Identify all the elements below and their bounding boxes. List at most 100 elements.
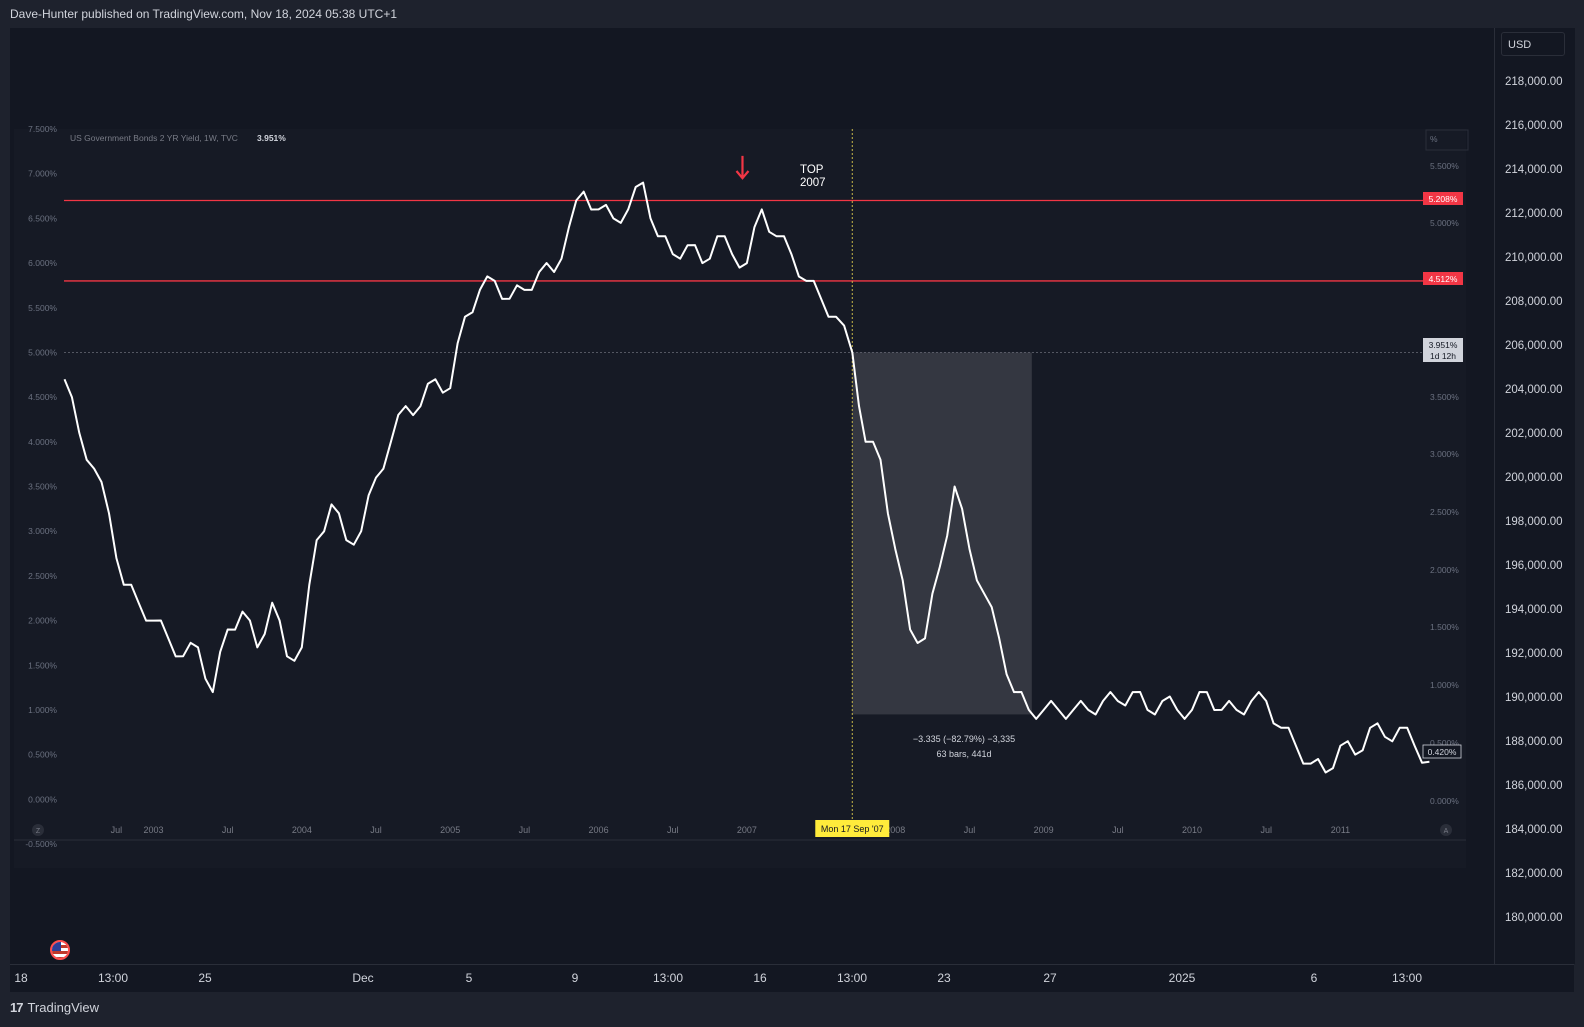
x-tick-label: Jul: [1260, 825, 1272, 835]
price-axis-label: 208,000.00: [1505, 296, 1563, 308]
left-axis-tick: 4.000%: [28, 437, 57, 447]
x-tick-label: Jul: [222, 825, 234, 835]
tradingview-footer[interactable]: 17 TradingView: [10, 997, 99, 1017]
left-axis-tick: 3.500%: [28, 482, 57, 492]
embedded-yield-chart[interactable]: 7.500% 7.000% 6.500% 6.000% 5.500% 5.000% 4.50…: [10, 28, 1494, 964]
left-axis-tick: 6.000%: [28, 258, 57, 268]
x-tick-label: Jul: [667, 825, 679, 835]
price-axis-label: 206,000.00: [1505, 340, 1563, 352]
x-tick-label: 2005: [440, 825, 460, 835]
x-tick-label: Jul: [964, 825, 976, 835]
crosshair-date-badge: [815, 820, 890, 837]
price-axis-label: 212,000.00: [1505, 208, 1563, 220]
last-value-text: 0.420%: [1428, 747, 1457, 757]
left-scale-badge: [32, 824, 44, 836]
x-tick-label: 2008: [885, 825, 905, 835]
chart-legend: US Government Bonds 2 YR Yield, 1W, TVC: [70, 133, 238, 143]
right-axis-tick: 3.000%: [1430, 449, 1459, 459]
currency-selector[interactable]: USD: [1501, 32, 1565, 56]
price-axis-label: 180,000.00: [1505, 912, 1563, 924]
x-tick-label: Jul: [370, 825, 382, 835]
time-axis-label: 13:00: [1391, 971, 1423, 985]
hline-badge-text: 5.208%: [1429, 194, 1458, 204]
left-axis-tick: 5.000%: [28, 347, 57, 357]
price-axis-label: 202,000.00: [1505, 428, 1563, 440]
price-axis-label: 198,000.00: [1505, 516, 1563, 528]
right-axis-tick: 0.500%: [1430, 738, 1459, 748]
unit-box: [1425, 129, 1469, 151]
current-countdown-text: 1d 12h: [1430, 351, 1456, 361]
right-axis-tick: 1.000%: [1430, 680, 1459, 690]
time-axis[interactable]: 18 13:00 25 Dec 5 9 13:00 16 13:00 23 27 2025 6 13:00: [10, 964, 1574, 992]
price-axis-label: 210,000.00: [1505, 252, 1563, 264]
left-axis-tick: 6.500%: [28, 213, 57, 223]
current-value-text: 3.951%: [1429, 340, 1458, 350]
time-axis-label: 18: [14, 971, 28, 985]
time-axis-label: 13:00: [652, 971, 684, 985]
price-axis-label: 204,000.00: [1505, 384, 1563, 396]
left-axis-tick: 1.000%: [28, 705, 57, 715]
left-axis-tick: 0.000%: [28, 794, 57, 804]
us-flag-icon[interactable]: [50, 940, 70, 960]
time-axis-label: 16: [753, 971, 767, 985]
x-tick-label: 2010: [1182, 825, 1202, 835]
time-axis-label: 25: [198, 971, 212, 985]
price-axis[interactable]: USD 218,000.00 216,000.00 214,000.00 212,00…: [1494, 28, 1575, 964]
right-axis-tick: 2.500%: [1430, 507, 1459, 517]
price-axis-label: 188,000.00: [1505, 736, 1563, 748]
measure-box: [852, 352, 1032, 715]
measure-label: −3.335 (−82.79%) −3,335: [913, 734, 1015, 744]
price-axis-label: 192,000.00: [1505, 648, 1563, 660]
price-axis-label: 196,000.00: [1505, 560, 1563, 572]
left-axis-tick: 3.000%: [28, 526, 57, 536]
right-axis-tick: 5.500%: [1430, 161, 1459, 171]
right-scale-badge: [1440, 824, 1452, 836]
x-tick-label: 2007: [737, 825, 757, 835]
current-value-badge: [1423, 338, 1463, 362]
price-axis-label: 216,000.00: [1505, 120, 1563, 132]
right-axis-tick: 3.500%: [1430, 392, 1459, 402]
hline-badge: [1423, 272, 1463, 285]
top-annotation-text: TOP: [800, 164, 824, 176]
tradingview-logo-icon: 17: [10, 999, 24, 1015]
right-axis-tick: %: [1430, 134, 1438, 144]
down-arrow-icon: [735, 155, 750, 180]
right-scale-badge-text: A: [1444, 828, 1449, 835]
x-tick-label: 2003: [143, 825, 163, 835]
price-axis-label: 194,000.00: [1505, 604, 1563, 616]
time-axis-label: 13:00: [836, 971, 868, 985]
right-axis-tick: 1.500%: [1430, 622, 1459, 632]
time-axis-label: 27: [1043, 971, 1057, 985]
left-axis-tick: 2.500%: [28, 571, 57, 581]
time-axis-label: 9: [571, 971, 579, 985]
price-axis-label: 214,000.00: [1505, 164, 1563, 176]
right-axis-tick: 2.000%: [1430, 565, 1459, 575]
price-axis-label: 186,000.00: [1505, 780, 1563, 792]
time-axis-label: Dec: [352, 971, 374, 985]
x-tick-label: Jul: [1112, 825, 1124, 835]
top-annotation-text: 2007: [800, 177, 826, 189]
time-axis-label: 2025: [1168, 971, 1196, 985]
x-tick-label: Jul: [519, 825, 531, 835]
price-axis-label: 184,000.00: [1505, 824, 1563, 836]
price-axis-label: 218,000.00: [1505, 76, 1563, 88]
left-axis-tick: 5.500%: [28, 303, 57, 313]
hline-badge-text: 4.512%: [1429, 274, 1458, 284]
left-axis-tick: 1.500%: [28, 660, 57, 670]
yield-series-line: [63, 181, 1430, 774]
hline-badge: [1423, 192, 1463, 205]
chart-legend-value: 3.951%: [257, 133, 286, 143]
crosshair-date-text: Mon 17 Sep '07: [821, 824, 884, 834]
left-axis-tick: 2.000%: [28, 616, 57, 626]
left-axis-tick: 7.000%: [28, 169, 57, 179]
x-tick-label: Jul: [111, 825, 123, 835]
left-axis-tick: -0.500%: [25, 839, 57, 849]
right-axis-tick: 5.000%: [1430, 218, 1459, 228]
x-tick-label: 2006: [589, 825, 609, 835]
last-value-badge: [1422, 744, 1462, 759]
x-tick-label: 2011: [1331, 825, 1350, 835]
left-axis-tick: 0.500%: [28, 750, 57, 760]
inner-plot-background: [14, 129, 1466, 868]
time-axis-label: 23: [937, 971, 951, 985]
time-axis-label: 13:00: [97, 971, 129, 985]
